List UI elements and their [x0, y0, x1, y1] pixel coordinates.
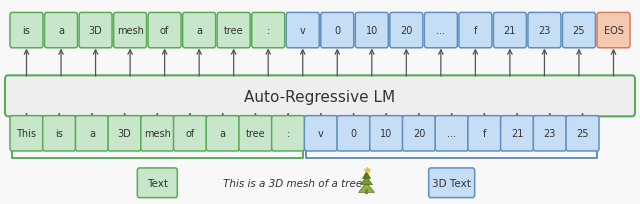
- Text: a: a: [220, 129, 226, 139]
- FancyBboxPatch shape: [217, 13, 250, 49]
- FancyBboxPatch shape: [108, 116, 141, 151]
- FancyBboxPatch shape: [138, 168, 177, 198]
- Text: mesh: mesh: [116, 26, 143, 36]
- Text: 23: 23: [543, 129, 556, 139]
- FancyBboxPatch shape: [43, 116, 76, 151]
- Text: tree: tree: [246, 129, 265, 139]
- FancyBboxPatch shape: [5, 76, 635, 117]
- FancyBboxPatch shape: [566, 116, 599, 151]
- FancyBboxPatch shape: [429, 168, 475, 198]
- FancyBboxPatch shape: [424, 13, 458, 49]
- Text: 25: 25: [576, 129, 589, 139]
- Text: a: a: [196, 26, 202, 36]
- FancyBboxPatch shape: [141, 116, 174, 151]
- FancyBboxPatch shape: [271, 116, 305, 151]
- FancyBboxPatch shape: [355, 13, 388, 49]
- Polygon shape: [362, 172, 371, 179]
- FancyBboxPatch shape: [79, 13, 112, 49]
- Text: 0: 0: [334, 26, 340, 36]
- FancyBboxPatch shape: [10, 13, 43, 49]
- Text: This: This: [17, 129, 36, 139]
- FancyBboxPatch shape: [239, 116, 272, 151]
- Text: Text: Text: [147, 178, 168, 188]
- Text: 23: 23: [538, 26, 550, 36]
- FancyBboxPatch shape: [286, 13, 319, 49]
- FancyBboxPatch shape: [337, 116, 370, 151]
- FancyBboxPatch shape: [76, 116, 108, 151]
- FancyBboxPatch shape: [390, 13, 423, 49]
- Text: 0: 0: [351, 129, 356, 139]
- Text: 21: 21: [504, 26, 516, 36]
- FancyBboxPatch shape: [252, 13, 285, 49]
- Text: f: f: [474, 26, 477, 36]
- Text: of: of: [160, 26, 169, 36]
- Text: a: a: [89, 129, 95, 139]
- Text: of: of: [186, 129, 195, 139]
- Text: v: v: [318, 129, 324, 139]
- Text: mesh: mesh: [144, 129, 171, 139]
- FancyBboxPatch shape: [365, 189, 368, 194]
- FancyBboxPatch shape: [10, 116, 43, 151]
- FancyBboxPatch shape: [206, 116, 239, 151]
- FancyBboxPatch shape: [321, 13, 354, 49]
- Text: 10: 10: [365, 26, 378, 36]
- Text: 3D Text: 3D Text: [432, 178, 471, 188]
- FancyBboxPatch shape: [182, 13, 216, 49]
- Text: is: is: [22, 26, 31, 36]
- Text: 10: 10: [380, 129, 392, 139]
- Text: 21: 21: [511, 129, 524, 139]
- FancyBboxPatch shape: [435, 116, 468, 151]
- Text: is: is: [55, 129, 63, 139]
- Text: f: f: [483, 129, 486, 139]
- FancyBboxPatch shape: [493, 13, 527, 49]
- Text: v: v: [300, 26, 306, 36]
- Text: 20: 20: [413, 129, 425, 139]
- Text: a: a: [58, 26, 64, 36]
- FancyBboxPatch shape: [563, 13, 595, 49]
- Text: ...: ...: [436, 26, 445, 36]
- FancyBboxPatch shape: [500, 116, 534, 151]
- FancyBboxPatch shape: [533, 116, 566, 151]
- FancyBboxPatch shape: [148, 13, 181, 49]
- Text: 3D: 3D: [89, 26, 102, 36]
- FancyBboxPatch shape: [528, 13, 561, 49]
- Text: 20: 20: [400, 26, 413, 36]
- Text: :: :: [267, 26, 270, 36]
- FancyBboxPatch shape: [459, 13, 492, 49]
- Text: This is a 3D mesh of a tree:: This is a 3D mesh of a tree:: [223, 178, 366, 188]
- FancyBboxPatch shape: [305, 116, 337, 151]
- Text: Auto-Regressive LM: Auto-Regressive LM: [244, 90, 396, 104]
- FancyBboxPatch shape: [45, 13, 77, 49]
- FancyBboxPatch shape: [468, 116, 501, 151]
- Text: EOS: EOS: [604, 26, 623, 36]
- Text: tree: tree: [224, 26, 243, 36]
- FancyBboxPatch shape: [113, 13, 147, 49]
- Polygon shape: [360, 176, 372, 185]
- FancyBboxPatch shape: [597, 13, 630, 49]
- FancyBboxPatch shape: [403, 116, 435, 151]
- FancyBboxPatch shape: [370, 116, 403, 151]
- Text: 3D: 3D: [118, 129, 131, 139]
- Text: :: :: [287, 129, 290, 139]
- Polygon shape: [358, 183, 374, 192]
- Text: 25: 25: [573, 26, 585, 36]
- FancyBboxPatch shape: [173, 116, 207, 151]
- Text: ...: ...: [447, 129, 456, 139]
